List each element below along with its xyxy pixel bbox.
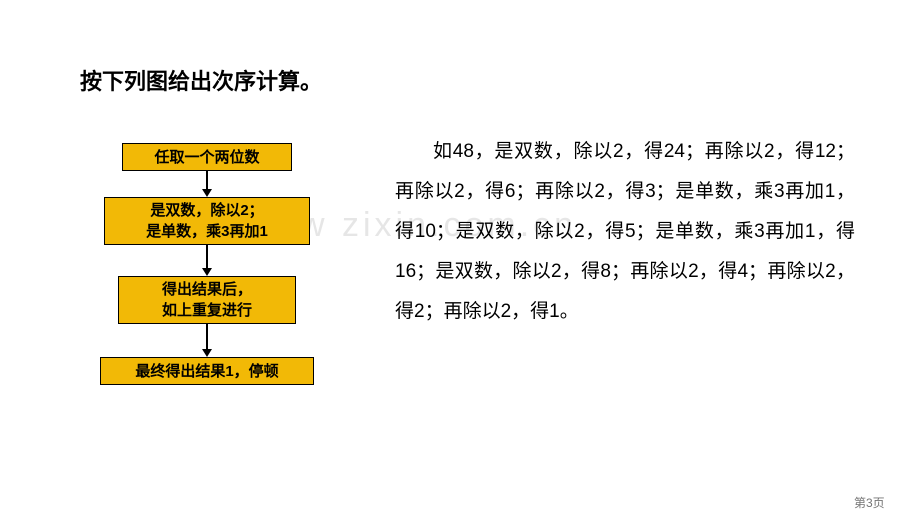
flow-node-start: 任取一个两位数 (122, 143, 292, 171)
page-number: 第3页 (854, 494, 885, 511)
slide-title: 按下列图给出次序计算。 (80, 64, 322, 96)
explanation-text: 如48，是双数，除以2，得24；再除以2，得12；再除以2，得6；再除以2，得3… (395, 132, 855, 331)
slide-canvas: 按下列图给出次序计算。 w zixin.com.cn 任取一个两位数 是双数，除… (0, 0, 920, 518)
flow-node-rule: 是双数，除以2； 是单数，乘3再加1 (104, 197, 310, 245)
flow-node-repeat: 得出结果后， 如上重复进行 (118, 276, 296, 324)
flow-arrow-1 (202, 171, 212, 197)
flow-arrow-3 (202, 324, 212, 357)
flow-node-end: 最终得出结果1，停顿 (100, 357, 314, 385)
flow-arrow-2 (202, 245, 212, 276)
